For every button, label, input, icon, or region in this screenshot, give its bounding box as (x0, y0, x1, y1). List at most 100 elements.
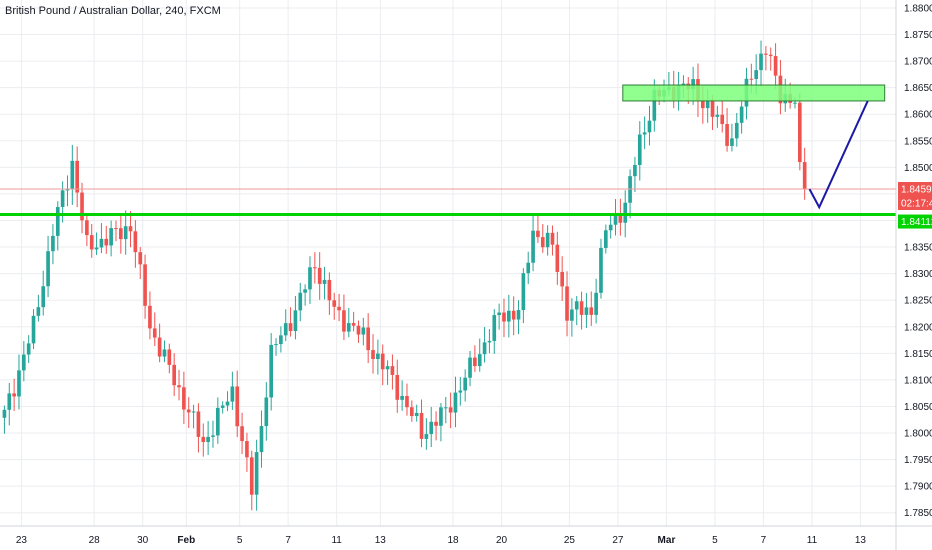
candle-body (584, 307, 589, 315)
candle-body (715, 114, 720, 117)
last-price-tag-label: 1.84593 (901, 184, 932, 195)
y-tick-label: 1.86000 (904, 110, 932, 121)
candle-body (298, 292, 303, 311)
candle-body (123, 226, 128, 240)
candle-body (327, 279, 332, 301)
candle-body (2, 409, 7, 418)
y-tick-label: 1.82000 (904, 322, 932, 333)
y-tick-label: 1.83000 (904, 269, 932, 280)
candle-body (269, 344, 273, 398)
candle-body (482, 342, 487, 355)
candle-body (317, 267, 322, 284)
candle-body (749, 78, 754, 80)
y-tick-label: 1.88000 (904, 3, 932, 14)
candle-body (507, 310, 511, 322)
y-tick-label: 1.83500 (904, 243, 932, 254)
candle-body (579, 301, 584, 315)
candle-body (434, 421, 438, 426)
candle-body (259, 426, 264, 453)
candle-body (589, 307, 594, 315)
x-tick-label: 27 (612, 535, 624, 546)
support-level-tag (898, 214, 932, 229)
x-tick-label: 25 (564, 535, 576, 546)
candle-body (346, 323, 351, 332)
candle-body (12, 393, 16, 397)
candle-body (376, 353, 380, 360)
candle-body (80, 192, 84, 221)
x-tick-label: 7 (285, 535, 291, 546)
candle-body (773, 56, 778, 76)
candle-body (361, 327, 366, 335)
chart-title: British Pound / Australian Dollar, 240, … (5, 5, 221, 17)
candle-body (730, 138, 734, 146)
candle-body (46, 251, 50, 287)
candle-body (802, 162, 807, 189)
candle-body (89, 235, 94, 250)
candle-body (710, 101, 715, 117)
candle-body (143, 264, 147, 306)
candle-body (405, 395, 409, 408)
candle-body (502, 312, 506, 322)
x-tick-label: 18 (447, 535, 459, 546)
candle-body (7, 393, 12, 410)
candle-body (332, 300, 337, 307)
candle-body (400, 395, 404, 400)
candle-body (734, 122, 739, 139)
candle-body (351, 323, 356, 326)
candle-body (540, 237, 545, 248)
candle-body (51, 235, 55, 252)
candle-body (288, 323, 293, 332)
candle-body (642, 132, 647, 135)
candle-body (647, 120, 652, 133)
candle-body (487, 340, 492, 343)
candle-body (283, 323, 288, 336)
candle-body (201, 436, 206, 443)
candle-body (322, 279, 327, 284)
y-tick-label: 1.79000 (904, 482, 932, 493)
resistance-zone[interactable] (622, 84, 886, 102)
candle-body (414, 412, 419, 417)
candle-body (308, 267, 312, 290)
candle-body (177, 385, 181, 388)
candle-body (633, 164, 637, 177)
candle-body (570, 309, 574, 321)
candle-body (536, 230, 540, 238)
candle-body (85, 220, 89, 236)
y-tick-label: 1.86500 (904, 83, 932, 94)
candle-body (545, 232, 550, 248)
candle-body (555, 244, 560, 272)
last-price-tag (898, 181, 932, 196)
candle-body (565, 286, 569, 321)
projection-path[interactable] (808, 100, 869, 210)
candle-body (516, 310, 521, 320)
candle-body (599, 247, 603, 293)
candle-body (793, 102, 797, 104)
x-tick-label: Mar (658, 535, 676, 546)
candle-body (186, 409, 191, 413)
candle-body (114, 228, 118, 230)
candle-body (60, 190, 65, 208)
candle-body (274, 344, 278, 346)
candle-body (453, 392, 458, 413)
x-tick-label: 20 (496, 535, 508, 546)
candle-body (754, 70, 758, 79)
candle-body (225, 401, 230, 406)
candle-body (443, 407, 448, 409)
candle-body (17, 370, 21, 397)
candle-body (371, 350, 375, 360)
candle-body (152, 328, 157, 338)
candle-body (798, 102, 802, 163)
candle-body (764, 53, 768, 55)
candle-body (608, 224, 613, 231)
candles (2, 40, 807, 511)
candle-body (55, 207, 60, 236)
candle-body (313, 267, 317, 269)
candle-body (245, 441, 249, 458)
y-tick-label: 1.82500 (904, 296, 932, 307)
candle-body (211, 435, 215, 437)
candle-body (167, 349, 172, 365)
y-tick-label: 1.80500 (904, 402, 932, 413)
candle-body (492, 315, 497, 341)
